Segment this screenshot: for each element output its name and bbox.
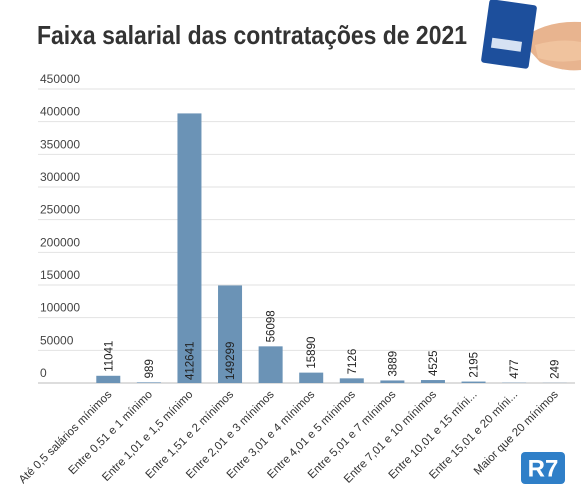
bar: [96, 375, 121, 383]
chart-title: Faixa salarial das contratações de 2021: [37, 20, 467, 50]
y-tick-label: 350000: [40, 137, 80, 151]
y-tick-label: 100000: [40, 301, 80, 315]
value-label: 56098: [266, 310, 278, 342]
bar: [380, 380, 405, 383]
value-label: 149299: [225, 342, 237, 380]
y-tick-label: 50000: [40, 333, 74, 347]
y-tick-label: 150000: [40, 268, 80, 282]
bar: [136, 382, 161, 383]
value-label: 7126: [347, 349, 359, 375]
value-label: 477: [509, 360, 521, 379]
bar: [177, 113, 202, 383]
value-label: 2195: [469, 352, 481, 378]
value-label: 4525: [428, 350, 440, 376]
logo-text: R7: [528, 455, 559, 482]
bar: [339, 378, 364, 383]
value-label: 11041: [103, 341, 115, 372]
y-tick-label: 300000: [40, 170, 80, 184]
y-tick-label: 200000: [40, 235, 80, 249]
value-label: 412641: [184, 342, 196, 380]
y-tick-label: 250000: [40, 203, 80, 217]
y-tick-label: 0: [40, 366, 47, 380]
y-tick-label: 450000: [40, 72, 80, 86]
value-label: 989: [144, 359, 156, 378]
y-tick-label: 400000: [40, 105, 80, 119]
bar: [420, 380, 445, 383]
bar: [461, 381, 486, 383]
logo: R7: [521, 452, 565, 484]
bar: [299, 372, 324, 383]
value-label: 15890: [306, 337, 318, 369]
value-label: 249: [550, 360, 562, 379]
bar: [258, 346, 283, 383]
value-label: 3889: [387, 351, 399, 377]
bar: [218, 285, 243, 383]
card-illustration: [481, 0, 581, 71]
